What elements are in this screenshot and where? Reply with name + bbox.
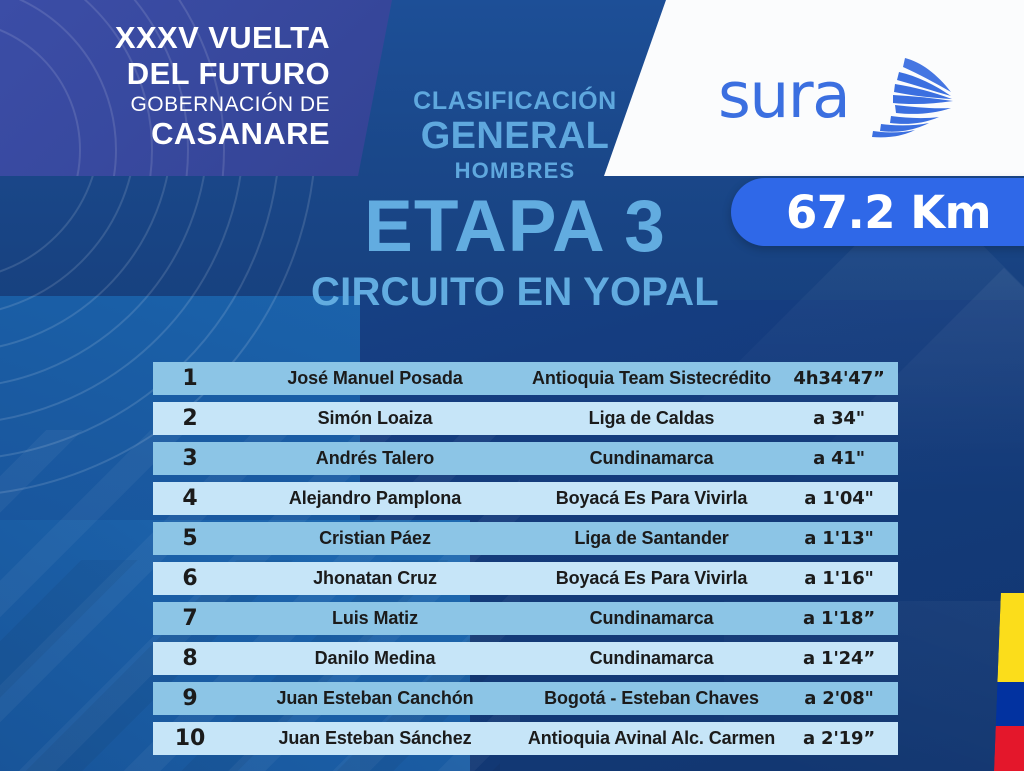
table-row: 3 Andrés Talero Cundinamarca a 41" <box>153 442 898 475</box>
row-team-name: Liga de Santander <box>574 528 729 548</box>
row-rider-name: Simón Loaiza <box>317 408 433 428</box>
classification-title: GENERAL <box>420 114 610 157</box>
panel-arc-pattern <box>0 0 260 176</box>
event-title-line-1: XXXV VUELTA <box>114 20 330 55</box>
sponsor-panel <box>604 0 1024 176</box>
row-time: a 1'04" <box>804 488 874 509</box>
row-team-name: Cundinamarca <box>589 608 714 628</box>
row-team-name: Boyacá Es Para Vivirla <box>555 488 748 508</box>
table-row: 2 Simón Loaiza Liga de Caldas a 34" <box>153 402 898 435</box>
sura-wordmark: sura <box>718 58 851 132</box>
row-rider-name: Juan Esteban Canchón <box>276 688 474 708</box>
row-team-name: Cundinamarca <box>589 648 714 668</box>
sura-logo: sura <box>718 52 957 138</box>
row-position: 4 <box>182 486 198 511</box>
flag-band-blue <box>995 682 1024 726</box>
table-row: 7 Luis Matiz Cundinamarca a 1'18” <box>153 602 898 635</box>
row-team-name: Bogotá - Esteban Chaves <box>544 688 759 708</box>
row-position: 2 <box>182 406 198 431</box>
route-label: CIRCUITO EN YOPAL <box>311 270 719 314</box>
event-title: XXXV VUELTA DEL FUTURO GOBERNACIÓN DE CA… <box>0 22 330 149</box>
row-time: a 1'18” <box>803 608 875 629</box>
flag-band-yellow <box>997 593 1024 682</box>
row-team-name: Antioquia Avinal Alc. Carmen <box>527 728 776 748</box>
table-row: 10 Juan Esteban Sánchez Antioquia Avinal A… <box>153 722 898 755</box>
row-time: a 41" <box>813 448 865 469</box>
table-row: 9 Juan Esteban Canchón Bogotá - Esteban Ch… <box>153 682 898 715</box>
table-row: 1 José Manuel Posada Antioquia Team Sistec… <box>153 362 898 395</box>
row-position: 7 <box>182 606 198 631</box>
row-position: 9 <box>182 686 198 711</box>
row-time: a 2'08" <box>804 688 874 709</box>
row-position: 3 <box>182 446 198 471</box>
distance-badge: 67.2 Km <box>731 178 1024 246</box>
classification-category: HOMBRES <box>454 158 576 184</box>
row-time: a 1'24” <box>803 648 875 669</box>
row-position: 8 <box>182 646 198 671</box>
row-position: 10 <box>174 726 206 751</box>
table-row: 5 Cristian Páez Liga de Santander a 1'13" <box>153 522 898 555</box>
row-position: 1 <box>182 366 198 391</box>
row-time: 4h34'47” <box>793 368 885 389</box>
row-team-name: Antioquia Team Sistecrédito <box>531 368 771 388</box>
row-time: a 1'13" <box>804 528 874 549</box>
event-title-panel <box>0 0 392 176</box>
row-position: 6 <box>182 566 198 591</box>
row-position: 5 <box>182 526 198 551</box>
row-rider-name: José Manuel Posada <box>287 368 463 388</box>
flag-band-red <box>994 726 1024 771</box>
row-team-name: Cundinamarca <box>589 448 714 468</box>
row-rider-name: Cristian Páez <box>319 528 431 548</box>
row-team-name: Boyacá Es Para Vivirla <box>555 568 748 588</box>
distance-badge-label: 67.2 Km <box>786 185 991 239</box>
row-rider-name: Jhonatan Cruz <box>313 568 437 588</box>
table-row: 8 Danilo Medina Cundinamarca a 1'24” <box>153 642 898 675</box>
row-team-name: Liga de Caldas <box>588 408 715 428</box>
sura-wing-icon <box>872 58 954 138</box>
row-rider-name: Andrés Talero <box>315 448 435 468</box>
table-row: 4 Alejandro Pamplona Boyacá Es Para Vivirl… <box>153 482 898 515</box>
event-title-line-3: GOBERNACIÓN DE <box>130 93 330 116</box>
row-rider-name: Luis Matiz <box>331 608 418 628</box>
event-title-line-2: DEL FUTURO <box>126 56 330 91</box>
row-rider-name: Alejandro Pamplona <box>288 488 462 508</box>
table-row: 6 Jhonatan Cruz Boyacá Es Para Vivirla a 1'… <box>153 562 898 595</box>
event-title-line-4: CASANARE <box>151 116 330 151</box>
row-time: a 34" <box>813 408 865 429</box>
stage-label: ETAPA 3 <box>364 186 666 267</box>
classification-kicker: CLASIFICACIÓN <box>413 87 617 115</box>
row-time: a 1'16" <box>804 568 874 589</box>
row-rider-name: Juan Esteban Sánchez <box>278 728 472 748</box>
row-rider-name: Danilo Medina <box>314 648 436 668</box>
classification-heading: CLASIFICACIÓN GENERAL HOMBRES <box>300 87 730 184</box>
row-time: a 2'19” <box>803 728 875 749</box>
results-table: 1 José Manuel Posada Antioquia Team Sistec… <box>153 362 898 762</box>
